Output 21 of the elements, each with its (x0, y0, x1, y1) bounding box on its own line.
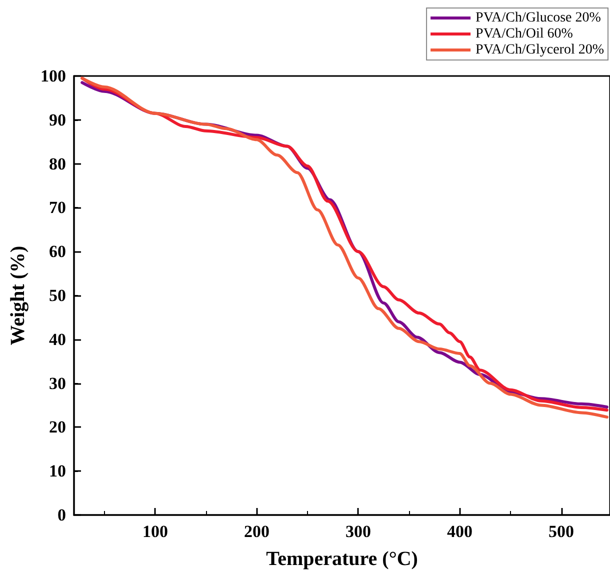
legend-label: PVA/Ch/Glycerol 20% (476, 42, 604, 58)
legend-label: PVA/Ch/Glucose 20% (476, 10, 602, 26)
x-tick-label: 400 (447, 522, 473, 541)
x-tick-label: 200 (244, 522, 270, 541)
x-tick-label: 300 (345, 522, 371, 541)
y-tick-label: 30 (49, 374, 66, 393)
y-tick-label: 10 (49, 462, 66, 481)
x-tick-label: 100 (142, 522, 168, 541)
y-tick-label: 70 (49, 198, 66, 218)
y-tick-label: 90 (49, 110, 66, 130)
y-tick-label: 40 (49, 330, 66, 349)
y-tick-label: 20 (49, 418, 66, 437)
y-tick-label: 100 (40, 66, 66, 86)
x-tick-label: 500 (548, 522, 574, 541)
y-tick-label: 80 (49, 154, 66, 174)
y-tick-label: 60 (49, 242, 66, 262)
y-tick-label: 0 (58, 506, 66, 524)
y-axis-title: Weight (%) (7, 246, 29, 346)
legend-label: PVA/Ch/Oil 60% (476, 26, 574, 42)
x-axis-title: Temperature (°C) (266, 548, 418, 570)
y-tick-label: 50 (49, 286, 66, 305)
